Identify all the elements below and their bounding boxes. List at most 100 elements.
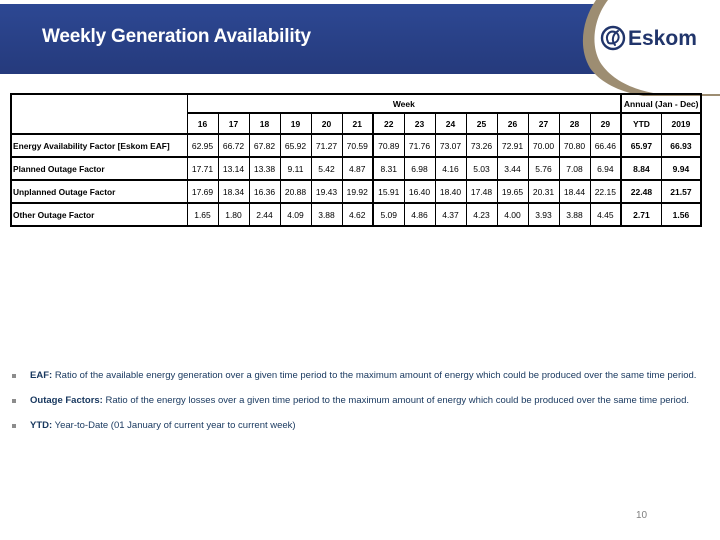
week-value-cell: 65.92 [279,133,312,158]
week-number-cell: 23 [403,112,436,135]
week-value-cell: 70.80 [558,133,591,158]
week-value-cell: 73.26 [465,133,498,158]
table-row: Other Outage Factor 1.65 1.80 2.44 4.09 3.88 4… [10,202,702,227]
week-value-cell: 5.03 [465,156,498,181]
week-value-cell: 17.48 [465,179,498,204]
list-item-outage-factors: Outage Factors: Ratio of the energy loss… [10,394,710,407]
week-value-cell: 73.07 [434,133,467,158]
ytd-term: YTD: [30,420,53,431]
week-number-cell: 20 [310,112,343,135]
week-header-cell: Week [186,93,622,114]
annual-value-cell: 66.93 [660,133,702,158]
eaf-text: Ratio of the available energy generation… [54,370,697,381]
week-number-cell: 29 [589,112,622,135]
week-value-cell: 70.00 [527,133,560,158]
list-item-eaf: EAF: Ratio of the available energy gener… [10,369,710,382]
week-value-cell: 4.00 [496,202,529,227]
week-value-cell: 1.80 [217,202,250,227]
table-corner-cell [10,93,188,135]
page-title: Weekly Generation Availability [42,26,311,47]
table-row: Planned Outage Factor 17.71 13.14 13.38 9.11… [10,156,702,181]
table-row: Energy Availability Factor [Eskom EAF] 62… [10,133,702,158]
table-week-numbers-row: 16 17 18 19 20 21 22 23 24 25 26 27 28 29 YTD 2019 [11,112,702,135]
row-label-cell: Unplanned Outage Factor [10,179,188,204]
week-value-cell: 4.37 [434,202,467,227]
week-value-cell: 5.76 [527,156,560,181]
eskom-logo-text: Eskom [628,27,697,50]
annual-value-cell: 1.56 [660,202,702,227]
week-value-cell: 2.44 [248,202,281,227]
row-label-cell: Other Outage Factor [10,202,188,227]
table-header-group-row: Week Annual (Jan - Dec) [10,93,702,135]
week-value-cell: 7.08 [558,156,591,181]
ytd-value-cell: 65.97 [620,133,662,158]
week-value-cell: 4.87 [341,156,374,181]
ytd-value-cell: 8.84 [620,156,662,181]
availability-table: Week Annual (Jan - Dec) 16 17 18 19 20 21 22 23… [10,93,703,227]
row-label-cell: Energy Availability Factor [Eskom EAF] [10,133,188,158]
week-value-cell: 5.42 [310,156,343,181]
week-value-cell: 4.09 [279,202,312,227]
week-value-cell: 13.14 [217,156,250,181]
week-value-cell: 8.31 [372,156,405,181]
week-value-cell: 6.98 [403,156,436,181]
week-value-cell: 4.23 [465,202,498,227]
week-number-cell: 21 [341,112,374,135]
week-number-cell: 25 [465,112,498,135]
week-value-cell: 70.59 [341,133,374,158]
week-number-cell: 22 [372,112,405,135]
bullet-square-icon [12,374,16,378]
week-value-cell: 72.91 [496,133,529,158]
week-value-cell: 18.44 [558,179,591,204]
week-value-cell: 3.44 [496,156,529,181]
week-value-cell: 16.40 [403,179,436,204]
logo-corner-graphic: Eskom [582,0,720,98]
ytd-value-cell: 2.71 [620,202,662,227]
week-value-cell: 20.88 [279,179,312,204]
week-number-cell: 28 [558,112,591,135]
week-number-cell: 16 [186,112,219,135]
week-value-cell: 3.88 [310,202,343,227]
week-value-cell: 70.89 [372,133,405,158]
week-value-cell: 4.16 [434,156,467,181]
week-number-cell: 18 [248,112,281,135]
eaf-definition: EAF: Ratio of the available energy gener… [30,369,710,382]
annual-column-header-cell: 2019 [660,112,702,135]
week-value-cell: 66.46 [589,133,622,158]
week-number-cell: 19 [279,112,312,135]
week-value-cell: 19.92 [341,179,374,204]
week-value-cell: 3.88 [558,202,591,227]
page-number: 10 [636,510,648,521]
week-value-cell: 19.43 [310,179,343,204]
ytd-definition: YTD: Year-to-Date (01 January of current… [30,419,710,432]
eaf-term: EAF: [30,370,53,381]
week-value-cell: 18.34 [217,179,250,204]
eskom-logo: Eskom [560,0,720,98]
week-value-cell: 20.31 [527,179,560,204]
ytd-text: Year-to-Date (01 January of current year… [54,420,296,431]
week-value-cell: 15.91 [372,179,405,204]
week-value-cell: 71.27 [310,133,343,158]
annual-header-cell: Annual (Jan - Dec) [620,93,702,114]
table-body: Energy Availability Factor [Eskom EAF] 62… [10,133,702,227]
outage-factors-term: Outage Factors: [30,395,103,406]
eskom-logo-icon [600,25,626,51]
week-number-cell: 17 [217,112,250,135]
outage-factors-definition: Outage Factors: Ratio of the energy loss… [30,394,710,407]
week-value-cell: 16.36 [248,179,281,204]
week-value-cell: 62.95 [186,133,219,158]
week-value-cell: 4.62 [341,202,374,227]
bullet-square-icon [12,424,16,428]
definitions-list: EAF: Ratio of the available energy gener… [10,369,710,444]
week-number-cell: 27 [527,112,560,135]
week-value-cell: 71.76 [403,133,436,158]
week-value-cell: 13.38 [248,156,281,181]
bullet-square-icon [12,399,16,403]
week-value-cell: 19.65 [496,179,529,204]
row-label-cell: Planned Outage Factor [10,156,188,181]
week-value-cell: 1.65 [186,202,219,227]
week-value-cell: 6.94 [589,156,622,181]
logo-corner-white-curve [594,0,720,94]
annual-value-cell: 9.94 [660,156,702,181]
